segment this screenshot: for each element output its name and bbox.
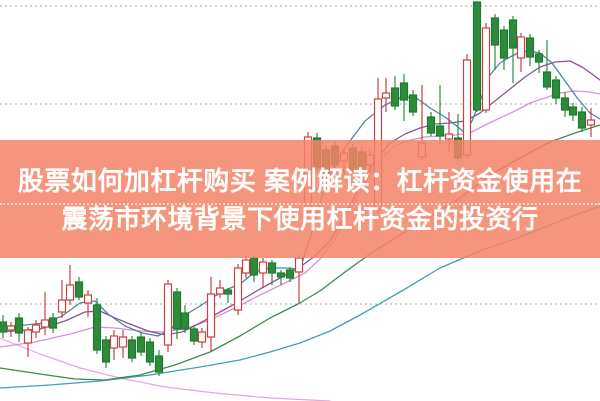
headline-line-2: 震荡市环境背景下使用杠杆资金的投资行: [61, 204, 539, 234]
overlay-gridline: [0, 203, 600, 205]
ma-falling-pink: [0, 337, 331, 401]
headline-line-1: 股票如何加杠杆购买 案例解读：杠杆资金使用在: [17, 166, 583, 196]
headline-overlay: [0, 140, 600, 258]
